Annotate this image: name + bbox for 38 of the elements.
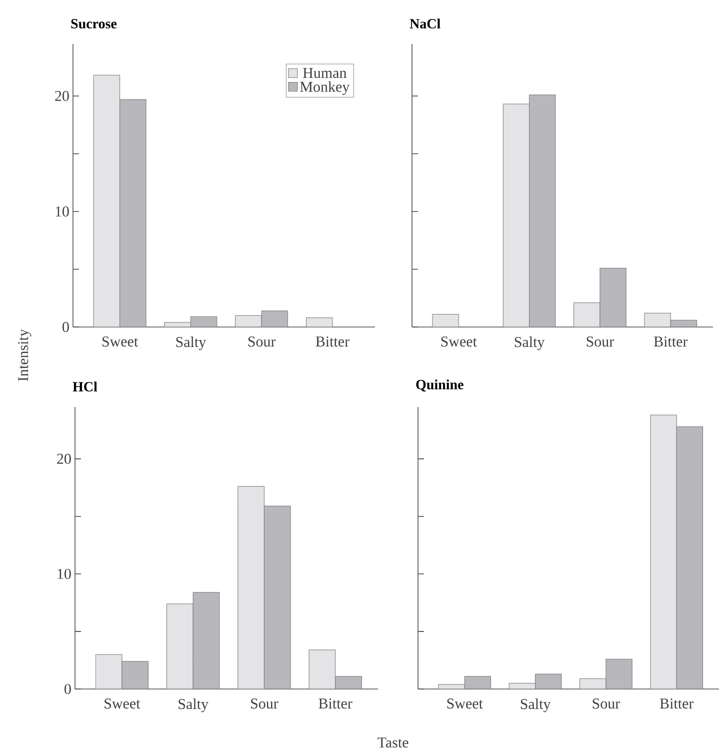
x-tick-label: Bitter — [316, 336, 350, 347]
x-tick-label: Sour — [586, 336, 614, 347]
x-tick-label: Sweet — [441, 336, 477, 347]
bar — [120, 99, 146, 327]
bar — [432, 314, 459, 327]
bar — [261, 310, 288, 327]
bar — [264, 506, 291, 689]
bar — [335, 676, 362, 689]
x-tick-label: Salty — [176, 336, 206, 350]
y-tick-label: 0 — [62, 322, 69, 332]
x-tick-label: Salty — [178, 698, 208, 712]
bar — [93, 74, 120, 327]
legend-label: Monkey — [300, 81, 350, 95]
y-axis-title: Intensity — [18, 329, 32, 381]
chart-title: HCl — [72, 382, 98, 392]
chart-title: NaCl — [410, 18, 440, 28]
x-tick-label: Sweet — [447, 698, 483, 709]
y-tick-label: 10 — [58, 568, 71, 579]
x-axis-title: Taste — [378, 738, 408, 748]
legend-label: Human — [303, 68, 347, 78]
x-tick-label: Sour — [251, 698, 278, 709]
x-tick-label: Sour — [592, 698, 620, 709]
y-tick-label: 10 — [56, 206, 69, 217]
x-tick-label: Salty — [520, 698, 551, 712]
chart-title: Sucrose — [71, 19, 117, 28]
y-tick-label: 20 — [57, 454, 71, 464]
x-tick-label: Sour — [248, 336, 276, 347]
bar — [192, 592, 220, 689]
chart-title: Quinine — [416, 379, 464, 392]
x-tick-label: Sweet — [104, 698, 140, 709]
x-tick-label: Bitter — [318, 698, 352, 709]
y-tick-label: 20 — [55, 90, 69, 102]
x-tick-label: Bitter — [660, 698, 694, 709]
x-tick-label: Sweet — [102, 336, 138, 347]
y-tick-label: 0 — [64, 684, 71, 694]
bar — [122, 661, 149, 689]
x-tick-label: Salty — [514, 336, 545, 350]
x-tick-label: Bitter — [654, 336, 688, 347]
